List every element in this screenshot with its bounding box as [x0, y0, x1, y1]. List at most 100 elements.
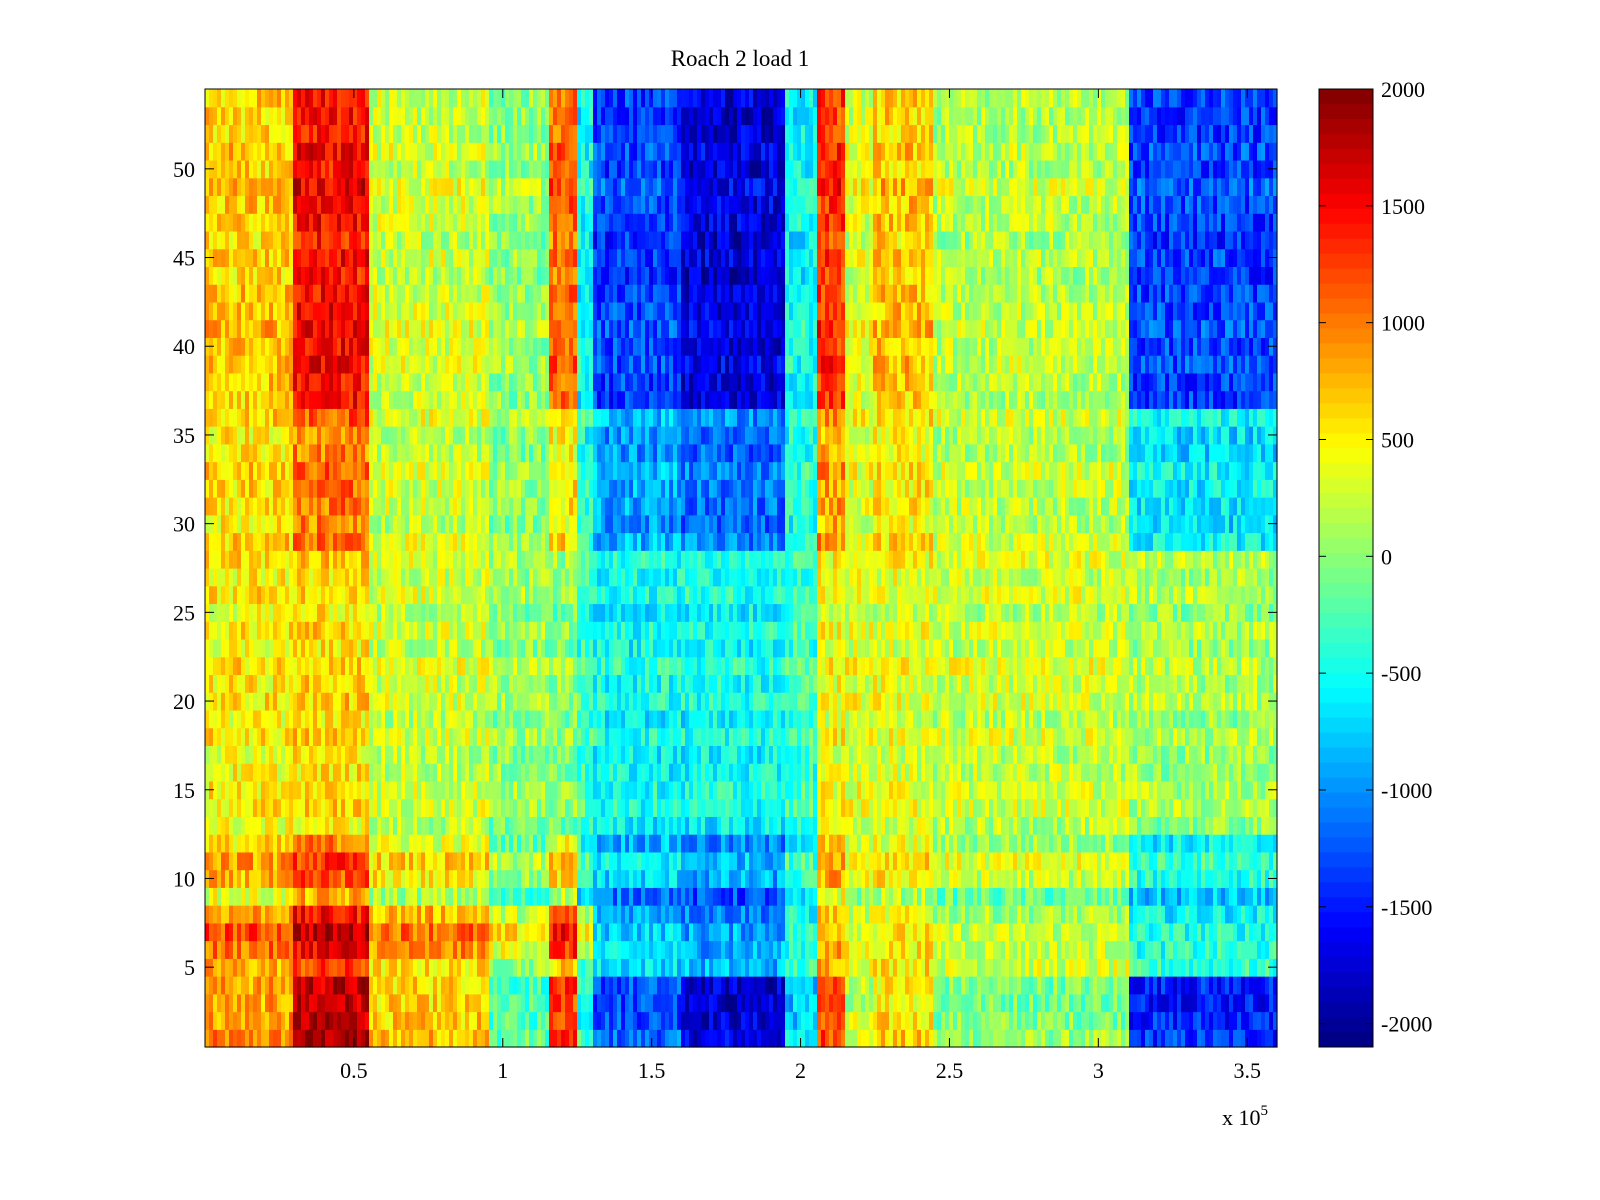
- heatmap-cell: [745, 905, 750, 924]
- heatmap-cell: [277, 887, 282, 906]
- heatmap-cell: [573, 869, 578, 888]
- heatmap-cell: [1197, 745, 1202, 764]
- heatmap-cell: [949, 745, 954, 764]
- heatmap-cell: [609, 1011, 614, 1030]
- heatmap-cell: [237, 976, 242, 995]
- heatmap-cell: [685, 745, 690, 764]
- heatmap-cell: [585, 1029, 590, 1048]
- heatmap-cell: [381, 976, 386, 995]
- heatmap-cell: [565, 905, 570, 924]
- heatmap-cell: [957, 905, 962, 924]
- heatmap-cell: [601, 763, 606, 782]
- heatmap-cell: [893, 905, 898, 924]
- heatmap-cell: [237, 958, 242, 977]
- heatmap-cell: [397, 816, 402, 835]
- heatmap-cell: [617, 976, 622, 995]
- heatmap-cell: [565, 834, 570, 853]
- heatmap-cell: [389, 780, 394, 800]
- heatmap-cell: [325, 922, 330, 942]
- heatmap-cell: [969, 834, 974, 853]
- heatmap-cell: [341, 798, 346, 817]
- heatmap-cell: [1117, 905, 1122, 924]
- heatmap-cell: [217, 905, 222, 924]
- heatmap-cell: [361, 1029, 366, 1048]
- heatmap-cell: [297, 745, 302, 764]
- heatmap-cell: [529, 1029, 534, 1048]
- heatmap-cell: [697, 958, 702, 977]
- heatmap-cell: [769, 976, 774, 995]
- heatmap-cell: [221, 780, 226, 800]
- heatmap-cell: [453, 851, 458, 871]
- heatmap-cell: [645, 834, 650, 853]
- heatmap-cell: [265, 727, 270, 747]
- heatmap-cell: [1117, 993, 1122, 1013]
- heatmap-cell: [857, 763, 862, 782]
- heatmap-cell: [1025, 887, 1030, 906]
- heatmap-cell: [569, 922, 574, 942]
- heatmap-cell: [817, 940, 822, 959]
- heatmap-cell: [809, 834, 814, 853]
- heatmap-cell: [1005, 869, 1010, 888]
- heatmap-cell: [1049, 745, 1054, 764]
- heatmap-cell: [849, 798, 854, 817]
- heatmap-cell: [1253, 958, 1258, 977]
- heatmap-cell: [1245, 763, 1250, 782]
- heatmap-cell: [1177, 869, 1182, 888]
- heatmap-cell: [769, 905, 774, 924]
- heatmap-cell: [1121, 851, 1126, 871]
- heatmap-cell: [677, 851, 682, 871]
- heatmap-cell: [1189, 834, 1194, 853]
- heatmap-cell: [1241, 780, 1246, 800]
- heatmap-cell: [589, 745, 594, 764]
- heatmap-cell: [1165, 869, 1170, 888]
- heatmap-cell: [461, 958, 466, 977]
- heatmap-cell: [1057, 976, 1062, 995]
- heatmap-cell: [413, 780, 418, 800]
- heatmap-cell: [777, 745, 782, 764]
- heatmap-cell: [313, 905, 318, 924]
- heatmap-cell: [1189, 976, 1194, 995]
- heatmap-cell: [1093, 834, 1098, 853]
- heatmap-cell: [805, 780, 810, 800]
- heatmap-cell: [477, 727, 482, 747]
- heatmap-cell: [841, 869, 846, 888]
- heatmap-cell: [637, 976, 642, 995]
- heatmap-cell: [821, 869, 826, 888]
- heatmap-cell: [665, 1029, 670, 1048]
- heatmap-cell: [1225, 1029, 1230, 1048]
- heatmap-cell: [905, 763, 910, 782]
- heatmap-cell: [1265, 798, 1270, 817]
- heatmap-cell: [205, 887, 210, 906]
- heatmap-cell: [341, 940, 346, 959]
- heatmap-cell: [701, 1029, 706, 1048]
- heatmap-cell: [461, 851, 466, 871]
- heatmap-cell: [977, 763, 982, 782]
- heatmap-cell: [853, 1029, 858, 1048]
- heatmap-cell: [793, 780, 798, 800]
- heatmap-cell: [925, 869, 930, 888]
- heatmap-cell: [1233, 887, 1238, 906]
- heatmap-cell: [985, 780, 990, 800]
- heatmap-cell: [1241, 869, 1246, 888]
- heatmap-cell: [1125, 763, 1130, 782]
- heatmap-cell: [909, 922, 914, 942]
- heatmap-cell: [1229, 834, 1234, 853]
- heatmap-cell: [461, 727, 466, 747]
- heatmap-cell: [1001, 1029, 1006, 1048]
- heatmap-cell: [1257, 851, 1262, 871]
- heatmap-cell: [741, 922, 746, 942]
- heatmap-cell: [789, 869, 794, 888]
- heatmap-cell: [1125, 940, 1130, 959]
- heatmap-cell: [1189, 727, 1194, 747]
- heatmap-cell: [733, 727, 738, 747]
- heatmap-cell: [309, 727, 314, 747]
- heatmap-cell: [769, 780, 774, 800]
- heatmap-cell: [617, 816, 622, 835]
- heatmap-cell: [1013, 727, 1018, 747]
- heatmap-cell: [1045, 727, 1050, 747]
- heatmap-cell: [1121, 993, 1126, 1013]
- heatmap-cell: [393, 1011, 398, 1030]
- heatmap-cell: [881, 763, 886, 782]
- heatmap-cell: [405, 709, 410, 729]
- heatmap-cell: [1065, 1029, 1070, 1048]
